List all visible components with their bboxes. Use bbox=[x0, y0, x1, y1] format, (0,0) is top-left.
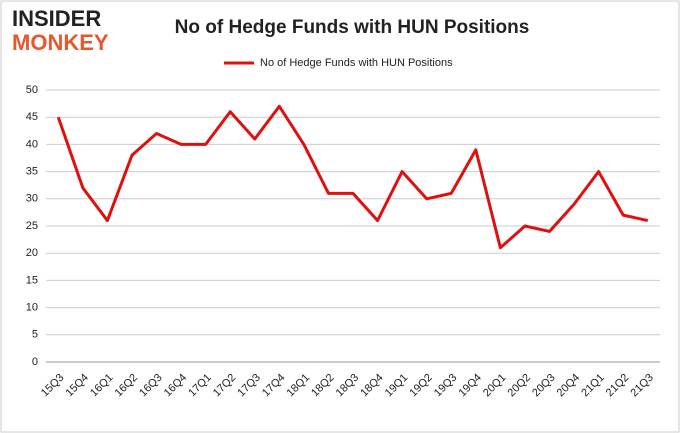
logo-top: INSIDER bbox=[12, 6, 101, 31]
y-tick-label: 45 bbox=[26, 111, 38, 123]
legend-label: No of Hedge Funds with HUN Positions bbox=[260, 57, 453, 69]
y-tick-label: 35 bbox=[26, 166, 38, 178]
y-tick-label: 10 bbox=[26, 302, 38, 314]
y-tick-label: 25 bbox=[26, 220, 38, 232]
y-tick-label: 5 bbox=[32, 329, 38, 341]
logo-bottom: MONKEY bbox=[12, 30, 109, 55]
y-tick-label: 20 bbox=[26, 247, 38, 259]
y-tick-label: 50 bbox=[26, 84, 38, 96]
chart-title: No of Hedge Funds with HUN Positions bbox=[175, 17, 530, 38]
y-tick-label: 40 bbox=[26, 138, 38, 150]
data-line bbox=[56, 104, 649, 250]
y-tick-label: 0 bbox=[32, 356, 38, 368]
y-tick-label: 15 bbox=[26, 274, 38, 286]
y-tick-label: 30 bbox=[26, 193, 38, 205]
